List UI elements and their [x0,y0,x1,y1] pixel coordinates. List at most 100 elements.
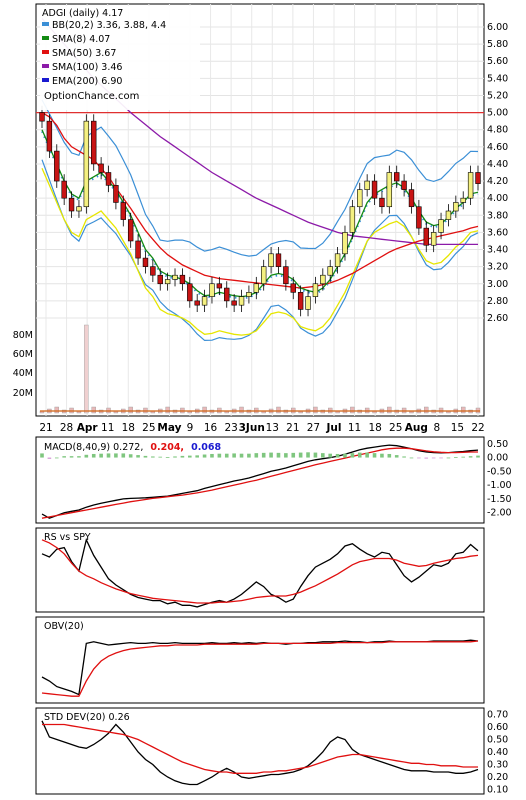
price-tick-label: 5.60 [487,56,508,67]
volume-tick-label: 40M [13,368,33,379]
macd-histogram-bar [394,455,399,458]
macd-signal-line [41,447,478,519]
candle-body [164,279,171,285]
candle-body [91,120,97,165]
macd-histogram-bar [62,456,66,458]
volume-bar [239,406,244,414]
price-tick-label: 2.80 [487,296,508,307]
candle-body [113,185,119,203]
legend-item-sma100: SMA(100) 3.46 [52,62,122,73]
candle-body [460,197,466,203]
macd-histogram-bar [431,457,436,459]
macd-histogram-bar [239,453,244,458]
date-tick-label: 16 [204,422,218,434]
price-tick-label: 4.20 [487,176,508,187]
bollinger-upper-line [41,99,479,257]
candle-body [327,266,333,276]
macd-histogram-bar [165,457,170,458]
candle-body [187,283,193,302]
date-tick-label: 18 [122,422,135,434]
date-tick-label: 21 [39,422,52,434]
macd-tick-label: -2.00 [487,508,512,519]
macd-histogram-bar [195,455,199,458]
candle-body [201,296,208,306]
candle-body [320,274,326,285]
candle-body [467,172,474,199]
macd-histogram-bar [128,454,133,458]
macd-histogram-bar [106,453,111,458]
candle-body [438,219,444,233]
candle-body [142,257,149,267]
volume-tick-label: 80M [13,330,33,341]
rs-average-line [41,539,479,604]
price-tick-label: 4.60 [487,142,508,153]
candle-body [394,172,400,182]
macd-histogram-bar [335,453,340,458]
candle-body [61,180,67,199]
legend-background [40,6,200,110]
date-tick-label: 25 [142,422,155,434]
candle-body [268,253,274,267]
volume-bar [165,406,170,414]
macd-histogram-bar [313,452,318,458]
std-tick-label: 0.50 [487,735,508,746]
macd-histogram-bar [47,457,52,459]
candle-body [371,180,378,199]
std-dev-average-line [42,723,478,774]
candle-body [157,274,163,285]
macd-histogram-bar [446,457,451,459]
candle-body [135,240,141,259]
date-tick-label: 13 [266,422,279,434]
std-label: STD DEV(20) 0.26 [44,712,130,723]
macd-value-blue: 0.068 [191,442,221,453]
price-tick-label: 3.40 [487,245,508,256]
candle-body [260,266,267,285]
price-tick-label: 3.20 [487,262,508,273]
legend-item-sma50: SMA(50) 3.67 [52,48,116,59]
volume-bar [461,406,466,414]
candle-body [290,283,296,293]
volume-bar [91,406,96,414]
macd-histogram-bar [350,453,355,458]
candle-body [408,189,415,208]
price-tick-label: 3.60 [487,227,508,238]
price-tick-label: 5.20 [487,90,508,101]
date-tick-label: 18 [368,422,381,434]
macd-histogram-bar [247,453,251,458]
macd-histogram-bar [202,454,207,458]
macd-histogram-bar [365,452,369,458]
candle-body [475,172,481,184]
bollinger-middle-line [41,131,479,300]
std-tick-label: 0.70 [487,710,508,721]
macd-histogram-bar [380,453,384,458]
macd-histogram-bar [261,452,266,458]
macd-histogram-bar [232,453,236,458]
volume-y-axis: 80M 60M 40M 20M [13,330,33,399]
macd-tick-label: 0.00 [487,453,508,464]
candle-body [209,283,215,297]
std-tick-label: 0.60 [487,722,508,733]
price-tick-label: 6.00 [487,22,508,33]
candle-body [379,197,385,208]
candle-body [386,172,393,208]
candle-body [423,227,429,246]
price-tick-label: 5.40 [487,73,508,84]
date-tick-label: 9 [187,422,194,434]
macd-histogram-bar [343,453,347,458]
macd-histogram-bar [84,454,89,458]
macd-histogram-bar [409,457,414,459]
candle-body [349,206,356,233]
macd-histogram-bar [328,453,333,458]
candle-body [275,253,282,267]
price-tick-label: 4.00 [487,193,508,204]
volume-bar [128,406,133,414]
candle-body [46,120,53,152]
candle-body [83,120,90,208]
date-tick-label: 8 [434,422,441,434]
volume-bar [424,406,429,414]
site-watermark: OptionChance.com [44,91,139,102]
candle-body [224,287,230,302]
candle-body [297,292,304,310]
candle-body [127,219,134,242]
